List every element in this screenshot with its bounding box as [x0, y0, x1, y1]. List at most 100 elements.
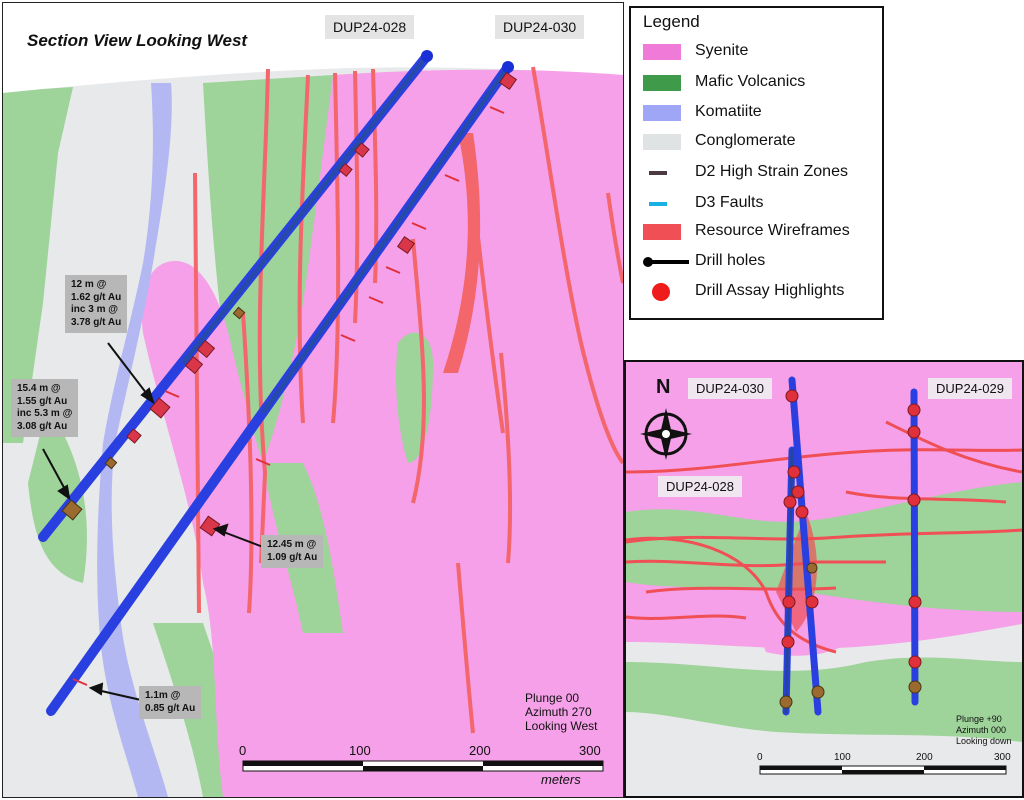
callout-2-line-1: 15.4 m @ [17, 383, 61, 394]
legend-item-mafic: Mafic Volcanics [631, 71, 881, 97]
intercept-4 [126, 428, 142, 444]
intercept-callout-4: 1.1m @ 0.85 g/t Au [139, 686, 202, 719]
tick-3 [368, 296, 384, 304]
inset-strain-4 [806, 562, 818, 574]
inset-scale-100: 100 [834, 752, 851, 763]
inset-tag-dup24-029: DUP24-029 [928, 378, 1012, 399]
wireframe-8 [531, 66, 623, 465]
legend-item-drill-holes: Drill holes [631, 250, 881, 276]
mafic-unit-southwest [28, 423, 87, 583]
arrow-1 [107, 342, 151, 399]
inset-assay-11 [907, 493, 921, 507]
inset-wire-8 [845, 490, 1007, 504]
intercept-8 [498, 71, 518, 91]
wireframe-9 [499, 352, 513, 564]
inset-syenite-pod [746, 593, 866, 656]
wireframe-6 [193, 172, 201, 614]
legend-panel: Legend Syenite Mafic Volcanics Komatiite… [629, 6, 884, 320]
plan-view-inset: N DUP24-030 DUP24-029 DUP24-028 Plunge +… [624, 360, 1024, 798]
intercept-2 [196, 339, 216, 359]
legend-label-assay: Drill Assay Highlights [695, 282, 845, 299]
inset-strain-markers [779, 562, 922, 709]
inset-scale-200: 200 [916, 752, 933, 763]
collar-dup24-028 [421, 50, 433, 62]
callout-4-line-2: 0.85 g/t Au [145, 702, 196, 714]
inset-mafic-north [626, 482, 1022, 612]
wireframe-2 [297, 74, 310, 424]
inset-plunge-label: Plunge +90 [956, 714, 1002, 724]
inset-scale-seg-1 [760, 766, 842, 770]
callout-1-line-1: 12 m @ [71, 279, 107, 290]
intercept-6 [396, 235, 416, 255]
looking-label: Looking West [525, 719, 598, 733]
azimuth-label: Azimuth 270 [525, 705, 592, 719]
wireframes-swatch [643, 224, 681, 240]
legend-label-drill-holes: Drill holes [695, 252, 766, 269]
tick-6 [444, 174, 460, 182]
inset-assay-4 [795, 505, 809, 519]
inset-scale-0: 0 [757, 752, 763, 763]
wireframe-13 [241, 312, 254, 614]
strain-marker-3 [104, 456, 118, 470]
callout-3-line-2: 1.09 g/t Au [267, 551, 318, 563]
arrow-3-head [212, 523, 229, 537]
inset-assay-7 [805, 595, 819, 609]
legend-item-wireframes: Resource Wireframes [631, 220, 881, 246]
callout-2-line-2: 1.55 g/t Au [17, 395, 68, 407]
scale-tick-0: 0 [239, 743, 247, 758]
mafic-swatch [643, 75, 681, 91]
syenite-swatch [643, 44, 681, 60]
legend-item-assay: Drill Assay Highlights [631, 280, 881, 306]
assay-intercepts [126, 71, 518, 537]
drill-hole-line [649, 260, 689, 264]
scale-seg-3 [483, 761, 603, 766]
inset-assay-5 [783, 495, 797, 509]
komatiite-swatch [643, 105, 681, 121]
arrow-4 [96, 689, 142, 701]
callout-2-line-4: 3.08 g/t Au [17, 420, 68, 432]
callout-2-line-3: inc 5.3 m @ [17, 408, 73, 419]
intercept-callout-1: 12 m @ 1.62 g/t Au inc 3 m @ 3.78 g/t Au [65, 275, 128, 333]
inset-wire-6 [885, 420, 1022, 474]
legend-item-d2-strain: D2 High Strain Zones [631, 161, 881, 187]
inset-assay-1 [785, 389, 799, 403]
intercept-1 [149, 397, 171, 419]
intercept-3 [184, 355, 204, 375]
inset-assay-8 [781, 635, 795, 649]
inset-strain-2 [811, 685, 825, 699]
inset-assays [781, 389, 922, 669]
wireframe-12 [456, 562, 475, 734]
scale-tick-200: 200 [469, 743, 491, 758]
inset-hole-dup24-030 [788, 376, 822, 716]
strain-marker-1 [61, 499, 83, 521]
inset-wire-7 [626, 614, 747, 620]
legend-title: Legend [643, 12, 700, 31]
mafic-unit-west [3, 87, 73, 443]
tick-7 [489, 106, 505, 114]
inset-strain-3 [908, 680, 922, 694]
arrow-4-head [88, 682, 104, 696]
inset-scale-seg-2 [842, 770, 924, 774]
arrow-2-head [57, 484, 71, 501]
inset-wire-2 [626, 528, 1022, 544]
section-title: Section View Looking West [27, 31, 248, 50]
legend-item-conglomerate: Conglomerate [631, 130, 881, 156]
inset-wireframes [626, 420, 1022, 654]
callout-1-line-3: inc 3 m @ [71, 304, 118, 315]
d2-strain-swatch [649, 171, 667, 175]
section-view-map: Section View Looking West DUP24-028 DUP2… [2, 2, 624, 798]
tick-8 [72, 678, 88, 686]
hole-tag-dup24-030: DUP24-030 [495, 15, 585, 39]
intercept-9 [338, 162, 353, 177]
scale-bar-main [242, 760, 604, 772]
wireframe-1 [257, 68, 270, 564]
scale-bar-inset [759, 765, 1007, 775]
plunge-label: Plunge 00 [525, 691, 580, 705]
scale-tick-100: 100 [349, 743, 371, 758]
wireframe-4 [353, 70, 360, 324]
wireframe-wide [443, 133, 481, 373]
scale-seg-2 [363, 766, 483, 771]
callout-1-line-4: 3.78 g/t Au [71, 316, 122, 328]
inset-assay-12 [908, 595, 922, 609]
north-arrow-icon [640, 408, 692, 460]
